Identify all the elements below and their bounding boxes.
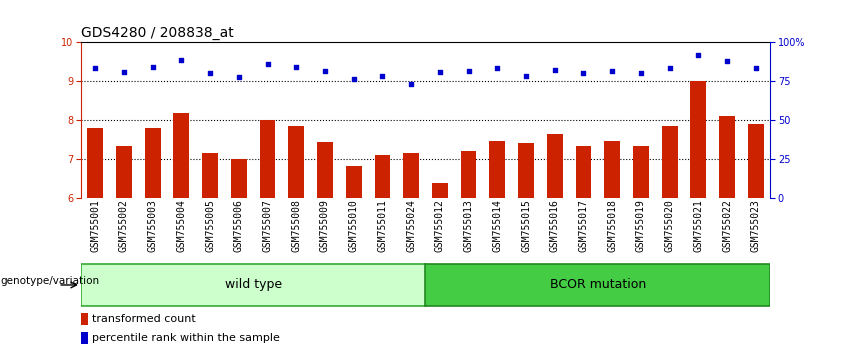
Point: [347, 76, 361, 82]
Bar: [374, 155, 391, 198]
Text: wild type: wild type: [225, 279, 282, 291]
Bar: [88, 128, 103, 198]
Text: GSM755002: GSM755002: [119, 200, 129, 252]
Point: [462, 68, 476, 73]
Bar: [518, 143, 534, 198]
Text: GSM755005: GSM755005: [205, 200, 215, 252]
Point: [232, 74, 246, 80]
Bar: [81, 313, 89, 325]
Point: [260, 61, 274, 66]
Text: GSM755016: GSM755016: [550, 200, 560, 252]
Text: genotype/variation: genotype/variation: [0, 276, 99, 286]
Point: [433, 69, 447, 75]
Bar: [81, 332, 89, 344]
Point: [605, 68, 619, 73]
Bar: [317, 142, 333, 198]
Point: [577, 70, 591, 76]
Text: GSM755007: GSM755007: [262, 200, 272, 252]
Bar: [547, 134, 563, 198]
Point: [720, 58, 734, 64]
Text: GSM755009: GSM755009: [320, 200, 330, 252]
Point: [634, 70, 648, 76]
Bar: [260, 120, 276, 198]
Point: [318, 68, 332, 73]
Bar: [116, 146, 132, 198]
Text: transformed count: transformed count: [92, 314, 196, 324]
Text: GDS4280 / 208838_at: GDS4280 / 208838_at: [81, 26, 233, 40]
Bar: [604, 141, 620, 198]
Text: GSM755001: GSM755001: [90, 200, 100, 252]
Text: GSM755004: GSM755004: [176, 200, 186, 252]
Point: [692, 52, 705, 58]
Point: [519, 73, 533, 79]
Point: [203, 70, 217, 76]
Text: GSM755012: GSM755012: [435, 200, 445, 252]
Bar: [231, 159, 247, 198]
Text: GSM755014: GSM755014: [492, 200, 502, 252]
Text: GSM755022: GSM755022: [722, 200, 732, 252]
Point: [117, 69, 131, 75]
Text: GSM755008: GSM755008: [291, 200, 301, 252]
Text: GSM755024: GSM755024: [406, 200, 416, 252]
Text: GSM755003: GSM755003: [147, 200, 157, 252]
Bar: [426, 264, 770, 306]
Point: [375, 73, 389, 79]
Point: [404, 81, 418, 87]
Bar: [203, 154, 218, 198]
Point: [174, 57, 188, 63]
Bar: [346, 166, 362, 198]
Point: [146, 64, 159, 69]
Bar: [81, 264, 426, 306]
Text: GSM755011: GSM755011: [377, 200, 387, 252]
Bar: [145, 128, 161, 198]
Text: GSM755021: GSM755021: [694, 200, 704, 252]
Text: percentile rank within the sample: percentile rank within the sample: [92, 333, 280, 343]
Bar: [174, 113, 189, 198]
Bar: [288, 126, 304, 198]
Text: GSM755010: GSM755010: [349, 200, 359, 252]
Bar: [633, 146, 648, 198]
Bar: [690, 81, 706, 198]
Bar: [748, 124, 763, 198]
Text: GSM755015: GSM755015: [521, 200, 531, 252]
Bar: [575, 146, 591, 198]
Point: [89, 65, 102, 71]
Text: GSM755020: GSM755020: [665, 200, 675, 252]
Bar: [489, 141, 505, 198]
Bar: [460, 151, 477, 198]
Text: GSM755017: GSM755017: [579, 200, 589, 252]
Text: BCOR mutation: BCOR mutation: [550, 279, 646, 291]
Point: [749, 65, 762, 71]
Text: GSM755006: GSM755006: [234, 200, 244, 252]
Text: GSM755023: GSM755023: [751, 200, 761, 252]
Text: GSM755013: GSM755013: [464, 200, 474, 252]
Point: [490, 65, 504, 71]
Bar: [719, 116, 735, 198]
Text: GSM755018: GSM755018: [607, 200, 617, 252]
Bar: [432, 183, 448, 198]
Text: GSM755019: GSM755019: [636, 200, 646, 252]
Point: [548, 67, 562, 73]
Point: [663, 65, 677, 71]
Bar: [662, 126, 677, 198]
Point: [289, 64, 303, 69]
Bar: [403, 154, 419, 198]
